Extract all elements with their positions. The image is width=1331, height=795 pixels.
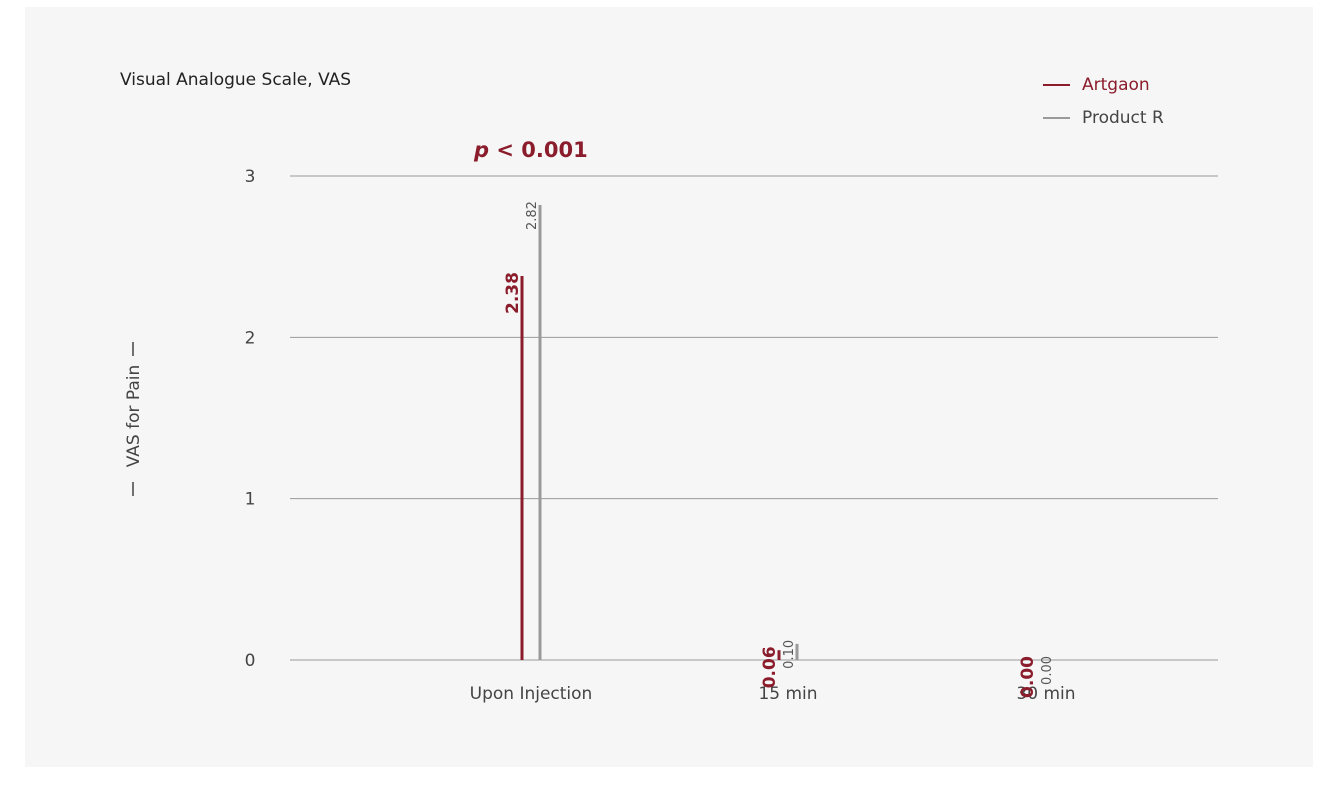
- data-label-product-r: 2.82: [525, 201, 540, 230]
- legend-item-product-r: Product R: [1043, 101, 1164, 134]
- x-tick-label: 15 min: [758, 684, 817, 704]
- data-label-artgaon: 0.00: [1018, 656, 1038, 698]
- legend-swatch-product-r: [1043, 116, 1070, 119]
- data-label-artgaon: 2.38: [503, 272, 523, 314]
- data-label-product-r: 0.00: [1040, 656, 1055, 685]
- p-value-annotation: p < 0.001: [473, 138, 588, 162]
- chart-panel: [25, 7, 1313, 767]
- data-label-artgaon: 0.06: [760, 646, 780, 688]
- legend-item-artgaon: Artgaon: [1043, 68, 1164, 101]
- x-tick-label: 30 min: [1016, 684, 1075, 704]
- y-tick-label: 3: [245, 167, 256, 187]
- legend-label-product-r: Product R: [1082, 107, 1164, 128]
- legend-swatch-artgaon: [1043, 83, 1070, 86]
- data-label-product-r: 0.10: [782, 640, 797, 669]
- x-tick-label: Upon Injection: [470, 684, 593, 704]
- y-axis-label: VAS for Pain: [124, 365, 144, 468]
- y-tick-label: 0: [245, 651, 256, 671]
- y-tick-label: 2: [245, 328, 256, 348]
- y-tick-label: 1: [245, 490, 256, 510]
- chart-title: Visual Analogue Scale, VAS: [120, 70, 352, 90]
- legend: Artgaon Product R: [1043, 68, 1164, 134]
- legend-label-artgaon: Artgaon: [1082, 74, 1150, 95]
